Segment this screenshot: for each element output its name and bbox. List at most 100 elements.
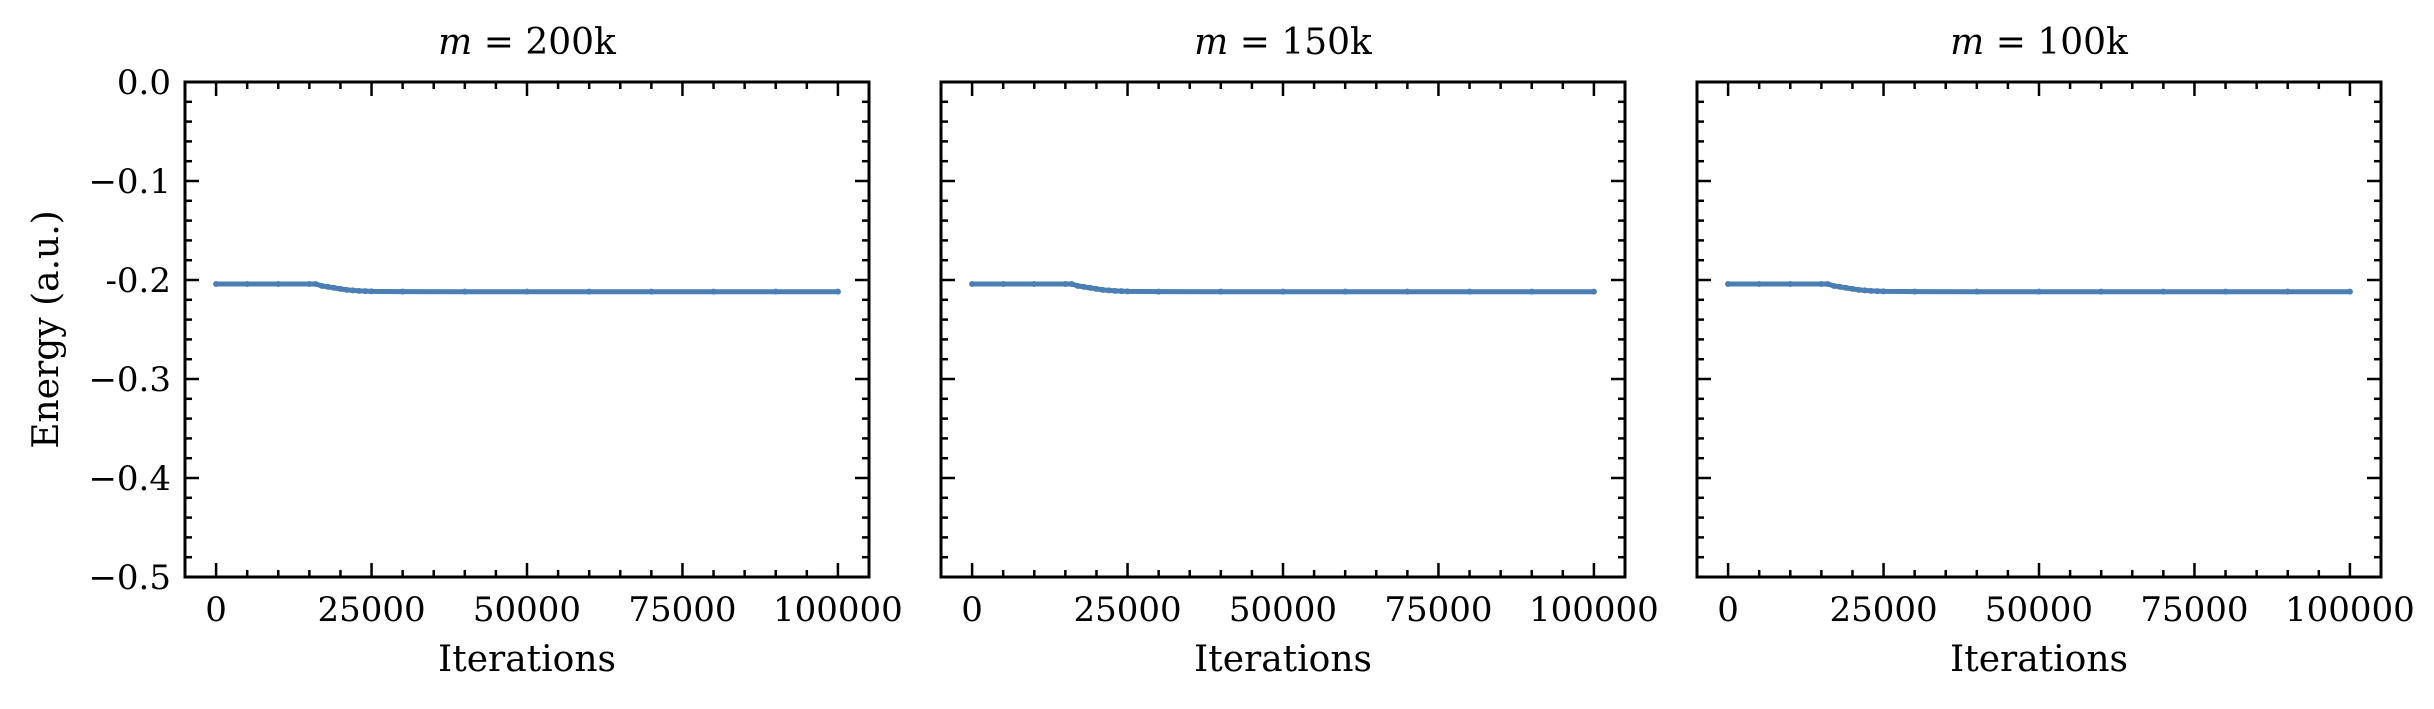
data-point [586, 288, 593, 295]
data-point [1818, 280, 1825, 287]
data-point [1837, 283, 1844, 290]
data-point [834, 288, 841, 295]
data-point [1118, 288, 1125, 295]
panel-title: m = 200k [438, 22, 617, 63]
panel-title: m = 150k [1194, 22, 1373, 63]
data-point [318, 282, 325, 289]
data-point [337, 285, 344, 292]
data-point [312, 280, 319, 287]
panel-title-value: = 150k [1228, 22, 1373, 63]
data-point [1725, 280, 1732, 287]
data-point [1861, 287, 1868, 294]
panel-title-value: = 200k [472, 22, 617, 63]
data-point [1868, 287, 1875, 294]
panel-title: m = 100k [1950, 22, 2129, 63]
data-point [2160, 288, 2167, 295]
data-point [325, 283, 332, 290]
x-tick-label: 100000 [2285, 590, 2415, 630]
data-point [1830, 282, 1837, 289]
data-point [1093, 285, 1100, 292]
data-point [1849, 285, 1856, 292]
data-point [2346, 288, 2353, 295]
y-tick-label: −0.3 [88, 360, 171, 400]
data-point [1105, 287, 1112, 294]
panel-title-value: = 100k [1984, 22, 2129, 63]
x-axis-label: Iterations [1950, 639, 2128, 680]
data-point [244, 280, 251, 287]
series-line-1 [213, 281, 841, 295]
x-tick-label: 25000 [317, 590, 425, 630]
data-point [356, 287, 363, 294]
data-point [306, 280, 313, 287]
series-line-1 [969, 281, 1597, 295]
data-point [2284, 288, 2291, 295]
data-point [1068, 280, 1075, 287]
data-point [772, 288, 779, 295]
y-tick-label: 0.0 [117, 63, 171, 103]
x-tick-label: 50000 [1985, 590, 2093, 630]
y-axis-label: Energy (a.u.) [26, 210, 67, 448]
x-axis-label: Iterations [438, 639, 616, 680]
plot-frame [1695, 80, 2383, 579]
data-point [1112, 287, 1119, 294]
data-point [524, 288, 530, 295]
data-point [2036, 288, 2042, 295]
y-tick-label: −0.5 [88, 558, 171, 598]
data-point [1466, 288, 1473, 295]
x-tick-label: 75000 [628, 590, 736, 630]
data-point [461, 288, 468, 295]
series-line-1 [1725, 281, 2353, 295]
data-point [343, 286, 350, 293]
data-point [213, 280, 220, 287]
x-tick-label: 75000 [1384, 590, 1492, 630]
x-tick-label: 25000 [1073, 590, 1181, 630]
x-tick-label: 75000 [2140, 590, 2248, 630]
data-point [1880, 288, 1887, 295]
data-point [1217, 288, 1224, 295]
chart-panels: m = 200k 0 25000 50000 75000 100000 0.0 −0.1 -0.… [26, 22, 2415, 680]
data-point [1062, 280, 1069, 287]
x-tick-label: 0 [1717, 590, 1739, 630]
data-point [275, 280, 282, 287]
x-tick-label: 0 [205, 590, 227, 630]
y-tick-label: -0.2 [105, 261, 171, 301]
data-point [1973, 288, 1980, 295]
data-point [1087, 284, 1094, 291]
panel-title-variable: m [438, 22, 472, 63]
data-point [368, 288, 375, 295]
x-tick-label: 100000 [1529, 590, 1659, 630]
data-point [331, 284, 338, 291]
data-point [1342, 288, 1349, 295]
data-point [1099, 286, 1106, 293]
data-point [648, 288, 655, 295]
data-point [1528, 288, 1535, 295]
panel-title-variable: m [1194, 22, 1228, 63]
data-point [1124, 288, 1131, 295]
data-point [1824, 280, 1831, 287]
data-point [1756, 280, 1763, 287]
chart-panel-2: m = 150k 0 25000 50000 75000 100000 Iterations [939, 22, 1659, 680]
x-tick-label: 100000 [773, 590, 903, 630]
data-point [1855, 286, 1862, 293]
data-point [1404, 288, 1411, 295]
data-point [2222, 288, 2229, 295]
x-tick-label: 0 [961, 590, 983, 630]
plot-frame [183, 80, 871, 579]
data-point [1874, 288, 1881, 295]
data-point [1280, 288, 1286, 295]
x-tick-label: 50000 [1229, 590, 1337, 630]
data-point [1911, 288, 1918, 295]
data-point [1155, 288, 1162, 295]
x-tick-label: 50000 [473, 590, 581, 630]
data-point [1031, 280, 1038, 287]
y-tick-label: −0.4 [88, 459, 171, 499]
data-point [1590, 288, 1597, 295]
x-tick-label: 25000 [1829, 590, 1937, 630]
data-point [1000, 280, 1007, 287]
data-point [1843, 284, 1850, 291]
panel-title-variable: m [1950, 22, 1984, 63]
data-point [969, 280, 976, 287]
data-point [349, 287, 356, 294]
data-point [1787, 280, 1794, 287]
